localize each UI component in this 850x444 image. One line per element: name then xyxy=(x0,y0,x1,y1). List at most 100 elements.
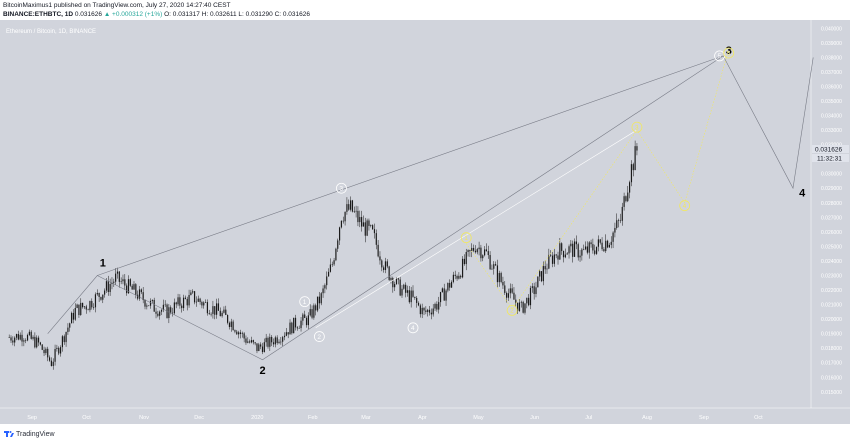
candle-body xyxy=(146,305,148,307)
candle-body xyxy=(434,303,436,309)
wave-marker-circle xyxy=(631,121,643,133)
candle-body xyxy=(193,291,196,303)
candle-body xyxy=(537,276,539,288)
candle-body xyxy=(113,281,115,283)
candle-body xyxy=(478,247,480,250)
candle-body xyxy=(190,292,192,296)
y-tick-label: 0.040000 xyxy=(821,26,842,32)
candle-body xyxy=(283,335,286,338)
candle-body xyxy=(629,182,631,193)
candle-body xyxy=(305,317,308,326)
candle-body xyxy=(480,247,482,259)
candle-body xyxy=(208,313,210,315)
candle-body xyxy=(489,255,491,270)
candle-body xyxy=(100,296,102,300)
y-tick-label: 0.022000 xyxy=(821,288,842,294)
candle-body xyxy=(447,282,449,291)
candle-body xyxy=(511,288,513,293)
candle-body xyxy=(630,164,633,183)
candle-body xyxy=(612,232,614,242)
candle-body xyxy=(601,242,603,250)
candle-body xyxy=(616,220,618,228)
candle-body xyxy=(36,337,38,348)
change-value: ▲ +0.000312 (+1%) xyxy=(103,11,163,18)
candle-body xyxy=(236,331,238,335)
candle-body xyxy=(215,303,218,315)
x-tick-label: Sep xyxy=(27,415,37,421)
candle-body xyxy=(408,290,410,303)
candle-body xyxy=(636,146,638,151)
candle-body xyxy=(614,227,616,233)
y-tick-label: 0.016000 xyxy=(821,375,842,381)
candle-body xyxy=(625,196,627,202)
candle-body xyxy=(168,307,170,319)
candle-body xyxy=(298,328,300,329)
x-tick-label: 2020 xyxy=(251,415,263,421)
candle-body xyxy=(278,341,280,343)
candle-body xyxy=(126,285,128,294)
symbol-label: BINANCE:ETHBTC, 1D xyxy=(3,11,74,18)
candle-body xyxy=(274,337,276,345)
candle-body xyxy=(102,294,104,300)
candle-body xyxy=(98,292,100,297)
wave-marker-circle xyxy=(299,296,311,308)
candle-body xyxy=(238,332,240,335)
y-tick-label: 0.033000 xyxy=(821,128,842,134)
candle-body xyxy=(394,284,396,288)
candle-body xyxy=(282,337,284,342)
time-axis[interactable]: Sep Oct Nov Dec 2020 Feb Mar Apr May Jun Jul Aug Sep… xyxy=(27,415,763,421)
candle-body xyxy=(597,239,600,247)
candle-body xyxy=(39,342,41,345)
candle-body xyxy=(269,336,271,347)
candle-body xyxy=(232,321,234,331)
wave-marker-circle xyxy=(723,47,735,59)
candle-body xyxy=(307,315,309,326)
candle-body xyxy=(509,288,511,294)
candle-body xyxy=(432,308,434,315)
candle-body xyxy=(256,343,258,352)
candle-body xyxy=(201,302,203,306)
candle-body xyxy=(487,251,489,256)
chart-area[interactable]: Ethereum / Bitcoin, 1D, BINANCE 0.040000… xyxy=(0,20,850,424)
candle-body xyxy=(483,249,486,256)
candle-body xyxy=(346,204,348,212)
candle-body xyxy=(528,297,530,306)
candle-body xyxy=(476,249,478,253)
candle-body xyxy=(553,254,555,264)
candle-body xyxy=(377,244,379,257)
candle-body xyxy=(28,331,30,335)
candle-body xyxy=(118,271,120,282)
candle-body xyxy=(449,282,451,288)
candle-body xyxy=(555,254,557,256)
candle-body xyxy=(225,309,227,316)
candle-body xyxy=(522,301,524,313)
candle-body xyxy=(76,304,78,308)
candle-body xyxy=(217,303,220,311)
candle-body xyxy=(276,337,278,343)
price-chart[interactable]: Ethereum / Bitcoin, 1D, BINANCE 0.040000… xyxy=(0,20,850,424)
candle-body xyxy=(557,255,559,260)
candle-body xyxy=(267,337,269,347)
candle-body xyxy=(41,344,43,350)
candle-body xyxy=(461,258,464,278)
x-tick-label: Nov xyxy=(139,415,149,421)
candle-body xyxy=(327,271,330,277)
candle-body xyxy=(131,285,133,290)
candle-body xyxy=(359,217,361,223)
candle-body xyxy=(247,341,249,343)
candle-body xyxy=(366,220,368,236)
candle-body xyxy=(436,303,438,310)
candle-body xyxy=(599,239,601,243)
x-tick-label: Apr xyxy=(418,415,427,421)
y-tick-label: 0.029000 xyxy=(821,186,842,192)
candle-body xyxy=(316,296,319,311)
candle-body xyxy=(137,294,139,299)
candle-body xyxy=(179,297,181,306)
candle-body xyxy=(313,305,315,318)
candle-body xyxy=(124,279,126,286)
candle-body xyxy=(210,313,212,315)
candle-body xyxy=(450,281,453,288)
candle-body xyxy=(241,333,243,334)
symbol-watermark: Ethereum / Bitcoin, 1D, BINANCE xyxy=(6,29,96,35)
wave-marker-2: 2 xyxy=(510,308,514,315)
